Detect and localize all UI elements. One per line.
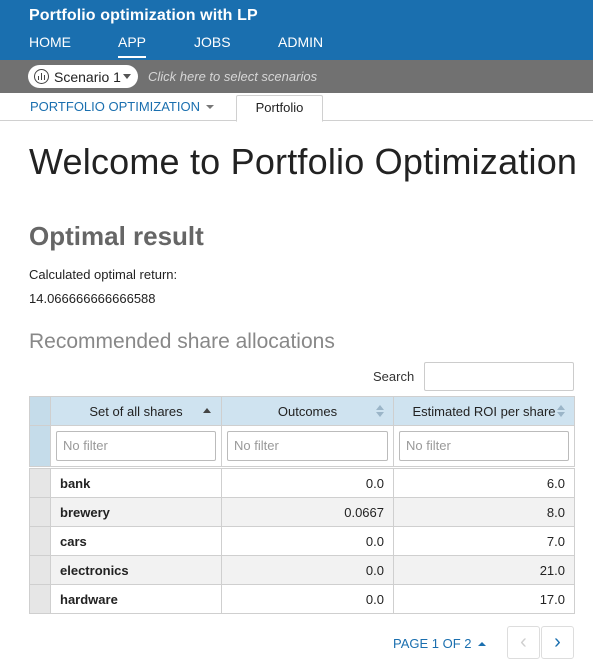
filter-cell: No filter <box>221 425 394 467</box>
subsection-title: Recommended share allocations <box>29 330 335 353</box>
row-select-cell[interactable] <box>29 555 51 585</box>
scenario-bar: Scenario 1 Click here to select scenario… <box>0 60 593 93</box>
row-select-filter-cell <box>29 425 51 467</box>
filter-input-outcomes[interactable]: No filter <box>227 431 388 461</box>
nav-app[interactable]: APP <box>118 33 147 58</box>
share-cell: hardware <box>50 584 222 614</box>
roi-cell: 17.0 <box>393 584 575 614</box>
row-select-cell[interactable] <box>29 468 51 498</box>
filter-cell: No filter <box>393 425 575 467</box>
chevron-right-icon: › <box>554 631 561 653</box>
share-cell: brewery <box>50 497 222 527</box>
table-row[interactable]: bank 0.0 6.0 <box>29 468 575 498</box>
row-select-cell[interactable] <box>29 584 51 614</box>
roi-cell: 7.0 <box>393 526 575 556</box>
return-label: Calculated optimal return: <box>29 267 178 282</box>
nav-home[interactable]: HOME <box>29 34 71 50</box>
column-header-shares[interactable]: Set of all shares <box>50 396 222 426</box>
chevron-down-icon <box>205 104 214 109</box>
outcome-cell: 0.0 <box>221 526 394 556</box>
share-cell: bank <box>50 468 222 498</box>
chevron-up-icon <box>477 641 486 646</box>
outcome-cell: 0.0667 <box>221 497 394 527</box>
previous-page-button[interactable]: ‹ <box>507 626 540 659</box>
outcome-cell: 0.0 <box>221 555 394 585</box>
table-row[interactable]: cars 0.0 7.0 <box>29 526 575 556</box>
search-input[interactable] <box>424 362 574 391</box>
row-select-header[interactable] <box>29 396 51 426</box>
page-selector[interactable]: PAGE 1 OF 2 <box>393 636 486 651</box>
nav-admin[interactable]: ADMIN <box>278 34 324 50</box>
roi-cell: 21.0 <box>393 555 575 585</box>
nav-jobs[interactable]: JOBS <box>194 34 231 50</box>
share-cell: cars <box>50 526 222 556</box>
next-page-button[interactable]: › <box>541 626 574 659</box>
column-header-label: Set of all shares <box>89 403 183 419</box>
table-row[interactable]: brewery 0.0667 8.0 <box>29 497 575 527</box>
page-label: PAGE 1 OF 2 <box>393 636 472 651</box>
table-row[interactable]: electronics 0.0 21.0 <box>29 555 575 585</box>
scenario-name: Scenario 1 <box>54 68 121 85</box>
chevron-left-icon: ‹ <box>520 631 527 653</box>
allocations-table: Set of all shares Outcomes Estimated ROI… <box>29 396 575 614</box>
tab-portfolio[interactable]: Portfolio <box>236 95 323 122</box>
sort-icon <box>557 405 565 419</box>
page-title: Welcome to Portfolio Optimization <box>29 141 578 182</box>
table-row[interactable]: hardware 0.0 17.0 <box>29 584 575 614</box>
row-select-cell[interactable] <box>29 497 51 527</box>
filter-input-shares[interactable]: No filter <box>56 431 216 461</box>
return-value: 14.066666666666588 <box>29 291 156 306</box>
sort-ascending-icon <box>203 408 211 413</box>
scenario-selector[interactable]: Scenario 1 <box>28 65 138 88</box>
filter-input-roi[interactable]: No filter <box>399 431 569 461</box>
row-select-cell[interactable] <box>29 526 51 556</box>
scenario-chart-icon <box>34 69 49 84</box>
outcome-cell: 0.0 <box>221 584 394 614</box>
column-header-roi[interactable]: Estimated ROI per share <box>393 396 575 426</box>
share-cell: electronics <box>50 555 222 585</box>
outcome-cell: 0.0 <box>221 468 394 498</box>
column-header-label: Outcomes <box>277 403 338 419</box>
column-header-outcomes[interactable]: Outcomes <box>221 396 394 426</box>
tab-dropdown-label: PORTFOLIO OPTIMIZATION <box>30 99 200 114</box>
section-title: Optimal result <box>29 221 204 251</box>
column-header-label: Estimated ROI per share <box>412 403 556 419</box>
tab-portfolio-optimization[interactable]: PORTFOLIO OPTIMIZATION <box>30 99 214 114</box>
chevron-down-icon <box>123 74 131 79</box>
app-title: Portfolio optimization with LP <box>29 7 258 24</box>
app-header: Portfolio optimization with LP HOME APP … <box>0 0 593 60</box>
filter-cell: No filter <box>50 425 222 467</box>
roi-cell: 6.0 <box>393 468 575 498</box>
main-nav: HOME APP JOBS ADMIN <box>0 33 593 60</box>
sort-icon <box>376 405 384 419</box>
tab-bar: PORTFOLIO OPTIMIZATION Portfolio <box>0 93 593 122</box>
search-label: Search <box>373 369 415 384</box>
roi-cell: 8.0 <box>393 497 575 527</box>
scenario-hint[interactable]: Click here to select scenarios <box>148 69 318 84</box>
